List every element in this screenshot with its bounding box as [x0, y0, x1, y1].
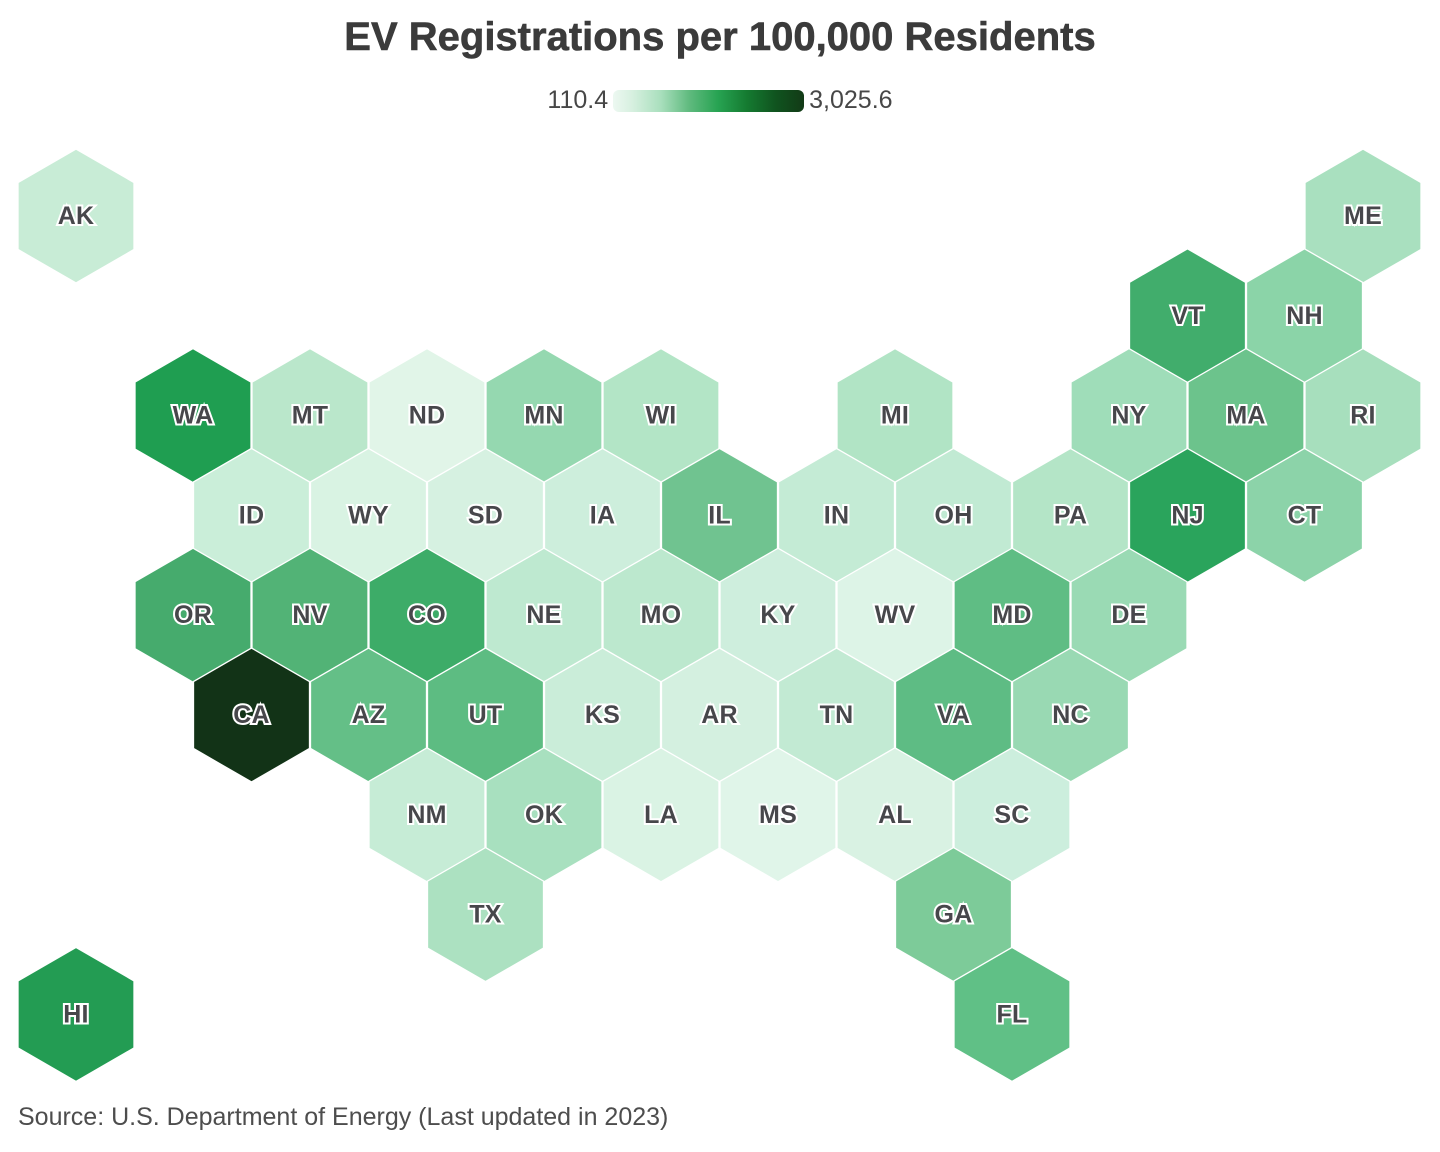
svg-text:WA: WA: [173, 402, 214, 430]
svg-text:PA: PA: [1054, 501, 1087, 529]
svg-text:MN: MN: [524, 402, 563, 430]
svg-text:CO: CO: [408, 601, 446, 629]
svg-text:NY: NY: [1111, 402, 1146, 430]
svg-text:HI: HI: [63, 1000, 88, 1028]
svg-text:MA: MA: [1226, 402, 1265, 430]
svg-text:NV: NV: [292, 601, 327, 629]
svg-text:FL: FL: [997, 1000, 1028, 1028]
svg-text:WI: WI: [646, 402, 677, 430]
svg-text:MS: MS: [759, 801, 797, 829]
svg-text:SC: SC: [994, 801, 1029, 829]
svg-text:RI: RI: [1350, 402, 1375, 430]
svg-text:VA: VA: [937, 701, 970, 729]
svg-text:NC: NC: [1052, 701, 1089, 729]
svg-text:MD: MD: [992, 601, 1031, 629]
svg-text:MI: MI: [881, 402, 909, 430]
svg-text:IL: IL: [708, 501, 731, 529]
svg-text:OH: OH: [935, 501, 973, 529]
svg-text:GA: GA: [935, 901, 973, 929]
svg-text:WY: WY: [348, 501, 389, 529]
svg-text:NJ: NJ: [1171, 501, 1203, 529]
svg-text:MO: MO: [641, 601, 682, 629]
svg-text:AR: AR: [701, 701, 738, 729]
svg-text:MT: MT: [292, 402, 329, 430]
svg-text:AZ: AZ: [352, 701, 386, 729]
svg-text:NM: NM: [407, 801, 446, 829]
svg-text:KY: KY: [760, 601, 795, 629]
svg-text:TN: TN: [820, 701, 854, 729]
svg-text:AK: AK: [58, 202, 95, 230]
svg-text:IA: IA: [590, 501, 615, 529]
svg-text:UT: UT: [469, 701, 503, 729]
svg-text:NE: NE: [526, 601, 561, 629]
svg-text:WV: WV: [875, 601, 916, 629]
svg-text:ME: ME: [1344, 202, 1382, 230]
svg-text:IN: IN: [824, 501, 849, 529]
svg-text:OK: OK: [525, 801, 563, 829]
svg-text:CT: CT: [1288, 501, 1322, 529]
svg-text:ND: ND: [409, 402, 446, 430]
svg-text:OR: OR: [174, 601, 212, 629]
svg-text:SD: SD: [468, 501, 503, 529]
svg-text:CA: CA: [233, 701, 270, 729]
svg-text:NH: NH: [1286, 302, 1323, 330]
svg-text:LA: LA: [644, 801, 678, 829]
svg-text:VT: VT: [1171, 302, 1203, 330]
svg-text:DE: DE: [1111, 601, 1146, 629]
svg-text:ID: ID: [239, 501, 264, 529]
svg-text:KS: KS: [585, 701, 620, 729]
svg-text:TX: TX: [469, 901, 501, 929]
svg-text:AL: AL: [878, 801, 912, 829]
